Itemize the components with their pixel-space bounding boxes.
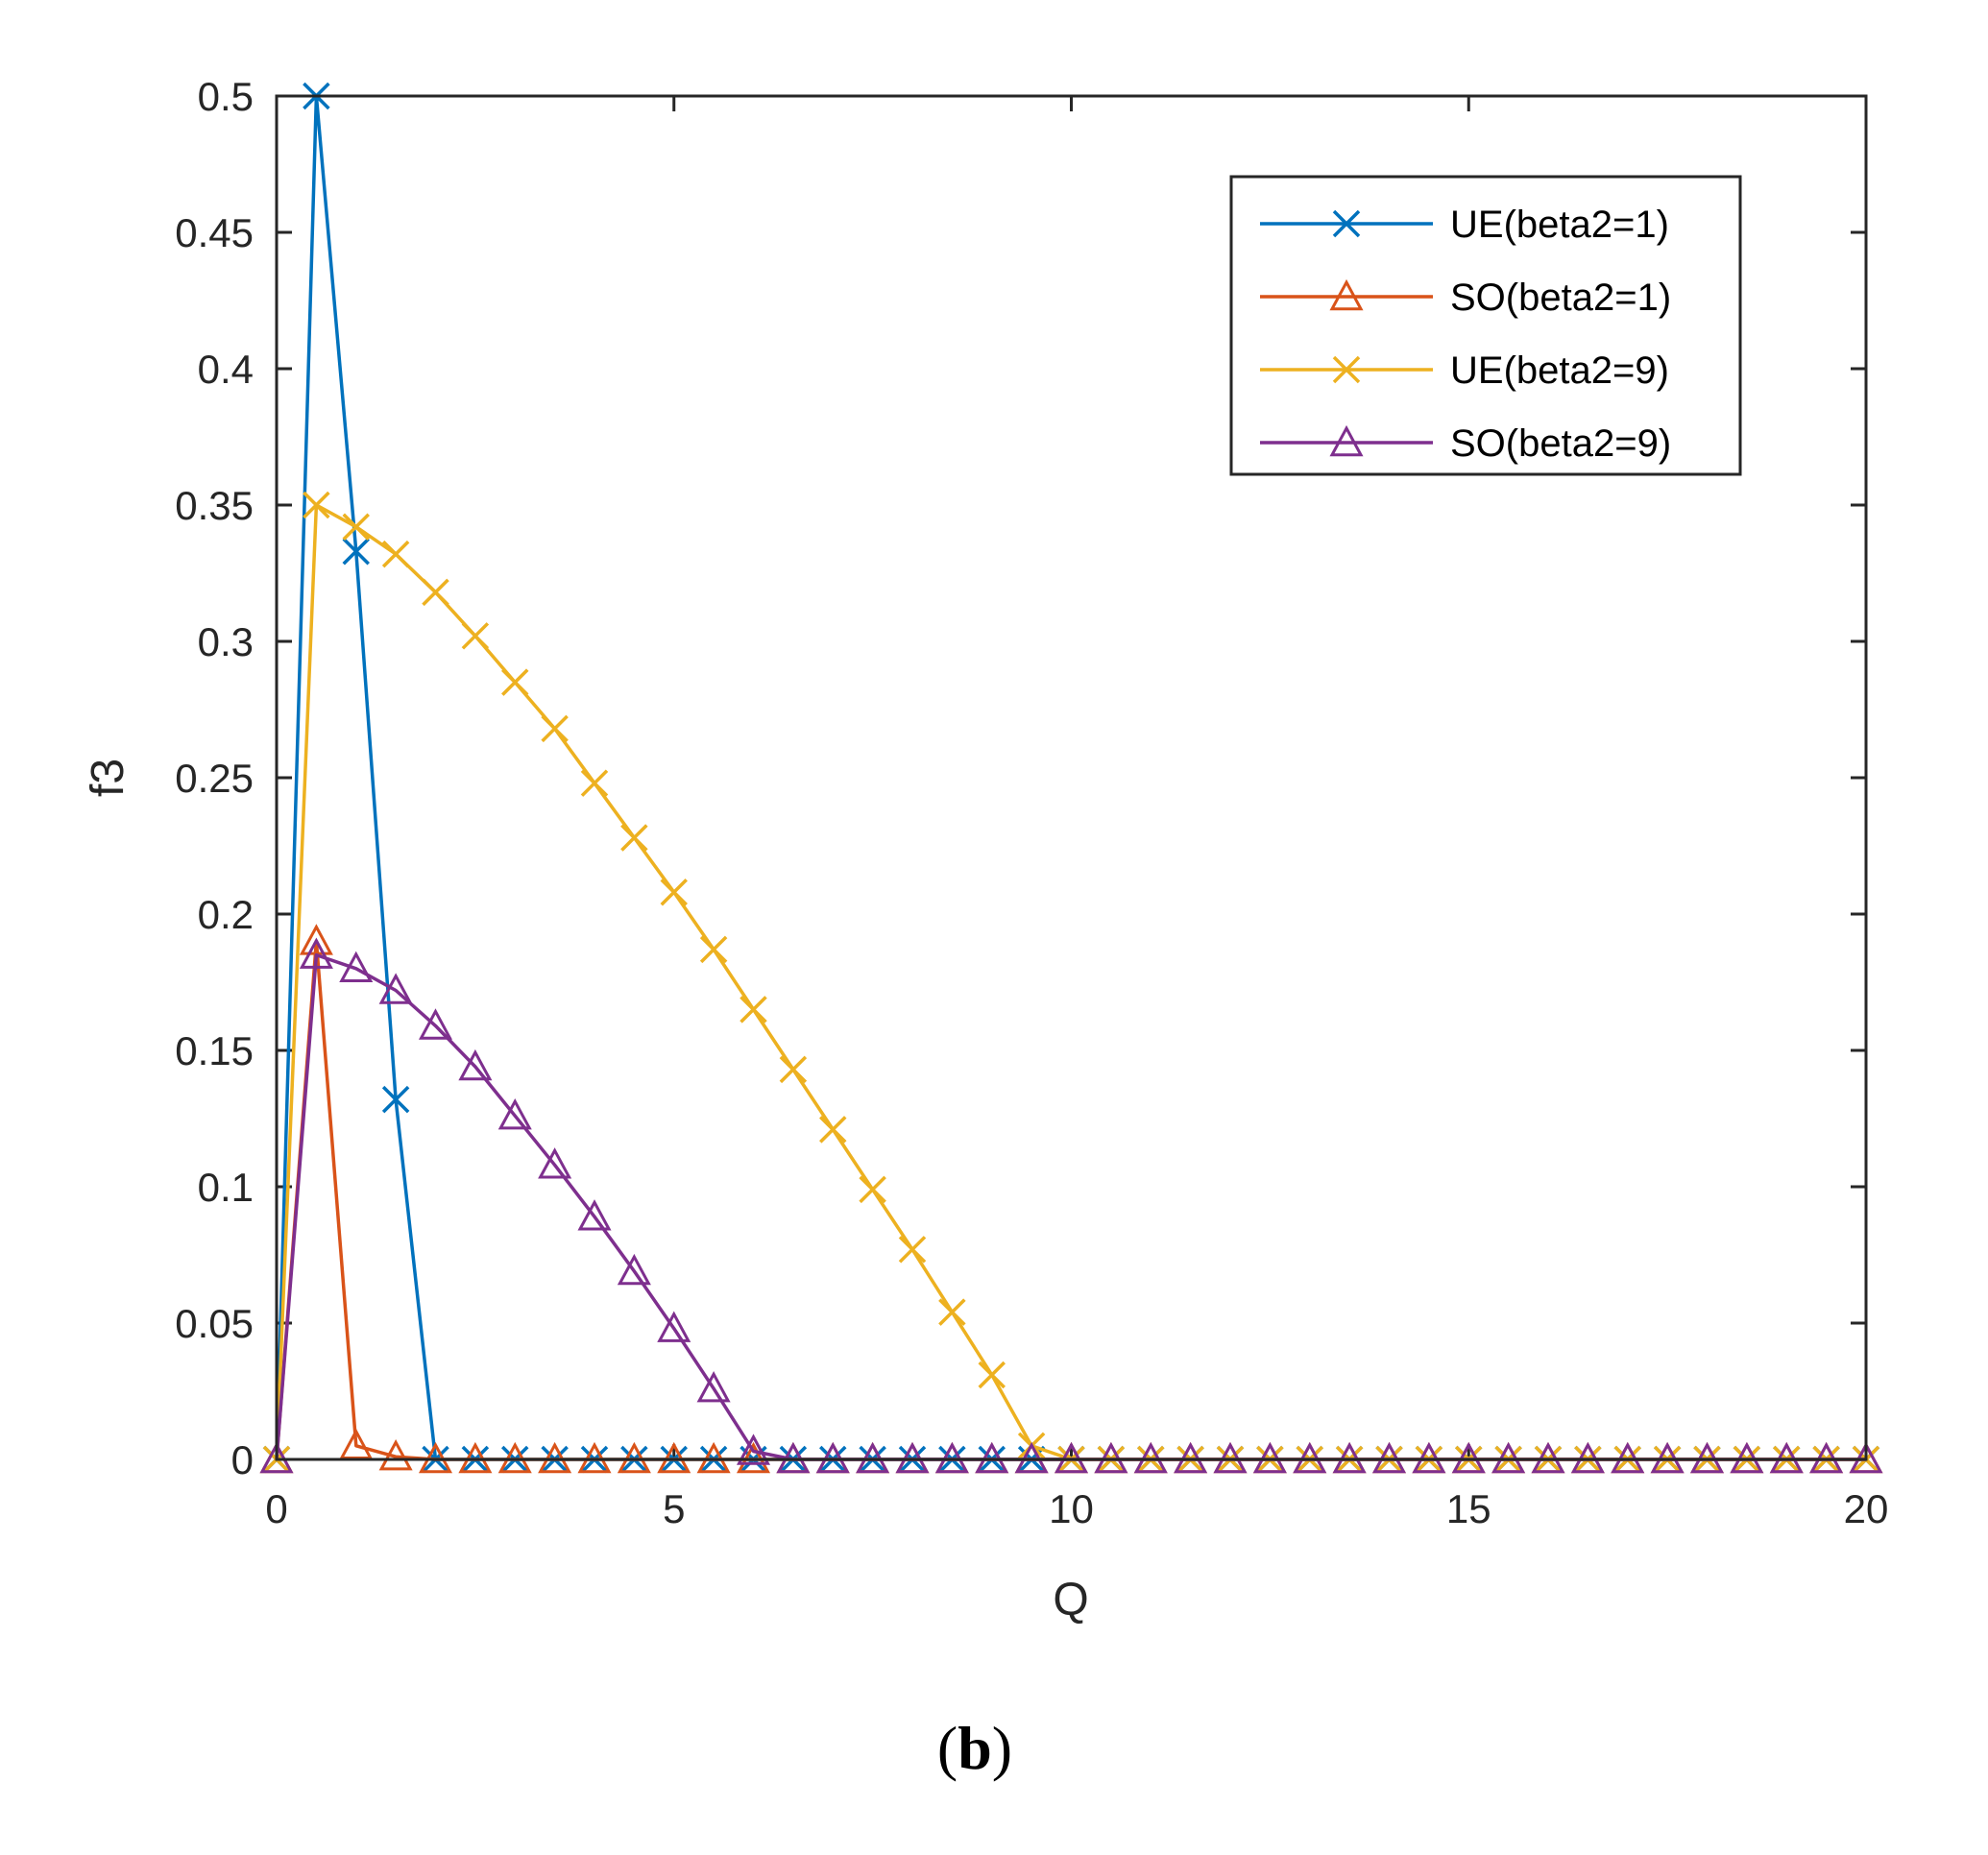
x-axis-label: Q: [1053, 1575, 1088, 1626]
data-point: [342, 538, 370, 566]
tick-labels: 0 5 10 15 20 0 0.05 0.1 0.15 0.2 0.25 0.3 0.35 0.4 0.4…: [175, 74, 1888, 1531]
legend-marker: [1329, 424, 1364, 457]
data-point: [577, 1199, 612, 1231]
legend-label: SO(beta2=1): [1450, 277, 1671, 319]
data-point: [418, 1008, 453, 1040]
data-point: [378, 973, 413, 1004]
x-tick-label: 5: [663, 1486, 685, 1531]
data-point: [660, 879, 688, 906]
legend-entry: UE(beta2=9): [1260, 349, 1669, 392]
x-tick-label: 15: [1446, 1486, 1491, 1531]
data-point: [378, 1439, 413, 1471]
data-point: [938, 1298, 966, 1326]
data-point: [339, 951, 374, 983]
legend-label: UE(beta2=1): [1450, 204, 1669, 246]
data-point: [620, 824, 648, 852]
y-tick-label: 0.15: [175, 1028, 254, 1073]
caption-close-paren: ): [992, 1714, 1012, 1782]
data-point: [381, 1085, 410, 1114]
y-tick-label: 0.5: [198, 74, 254, 119]
figure-caption: (b): [937, 1714, 1012, 1782]
y-tick-label: 0.35: [175, 483, 254, 528]
x-tick-label: 10: [1049, 1486, 1094, 1531]
y-tick-label: 0.05: [175, 1301, 254, 1346]
data-point: [580, 769, 609, 797]
y-tick-label: 0.2: [198, 892, 254, 937]
data-point: [501, 668, 529, 696]
data-point: [303, 491, 330, 519]
legend-entries: UE(beta2=1) SO(beta2=1) UE(beta2=9) SO(beta…: [1260, 204, 1671, 465]
data-point: [381, 540, 410, 568]
plot-frame: [275, 94, 1868, 1461]
legend-entry: UE(beta2=1): [1260, 204, 1669, 246]
data-point: [736, 1433, 771, 1465]
y-tick-label: 0.1: [198, 1165, 254, 1210]
data-point: [461, 622, 490, 650]
legend-label: UE(beta2=9): [1450, 349, 1669, 392]
legend-entry: SO(beta2=9): [1260, 422, 1671, 465]
data-point: [978, 1361, 1006, 1389]
y-tick-label: 0.25: [175, 756, 254, 801]
data-point: [699, 935, 728, 964]
data-point: [497, 1098, 532, 1130]
data-point: [342, 513, 370, 541]
data-point: [657, 1311, 691, 1342]
data-point: [458, 1048, 493, 1081]
data-point: [739, 996, 767, 1024]
x-tick-label: 20: [1844, 1486, 1889, 1531]
data-point: [696, 1371, 731, 1403]
legend: UE(beta2=1) SO(beta2=1) UE(beta2=9) SO(beta…: [1229, 175, 1742, 476]
legend-entry: SO(beta2=1): [1260, 277, 1671, 319]
y-tick-label: 0.4: [198, 347, 254, 392]
caption-letter: b: [958, 1714, 992, 1782]
data-point: [859, 1175, 886, 1204]
y-axis-label: f3: [83, 759, 133, 797]
legend-marker: [1332, 209, 1361, 238]
data-point: [541, 714, 569, 743]
data-point: [538, 1147, 572, 1179]
y-tick-label: 0.45: [175, 210, 254, 255]
x-tick-label: 0: [265, 1486, 287, 1531]
y-tick-label: 0.3: [198, 619, 254, 664]
data-point: [617, 1253, 651, 1286]
data-point: [819, 1116, 847, 1144]
legend-marker: [1329, 278, 1364, 311]
data-point: [898, 1236, 927, 1264]
data-point: [422, 578, 449, 607]
y-tick-label: 0: [231, 1437, 254, 1482]
legend-marker: [1332, 355, 1361, 384]
data-point: [299, 937, 333, 969]
caption-open-paren: (: [937, 1714, 958, 1782]
data-point: [779, 1055, 808, 1084]
legend-box: [1229, 175, 1742, 476]
legend-label: SO(beta2=9): [1450, 422, 1671, 465]
